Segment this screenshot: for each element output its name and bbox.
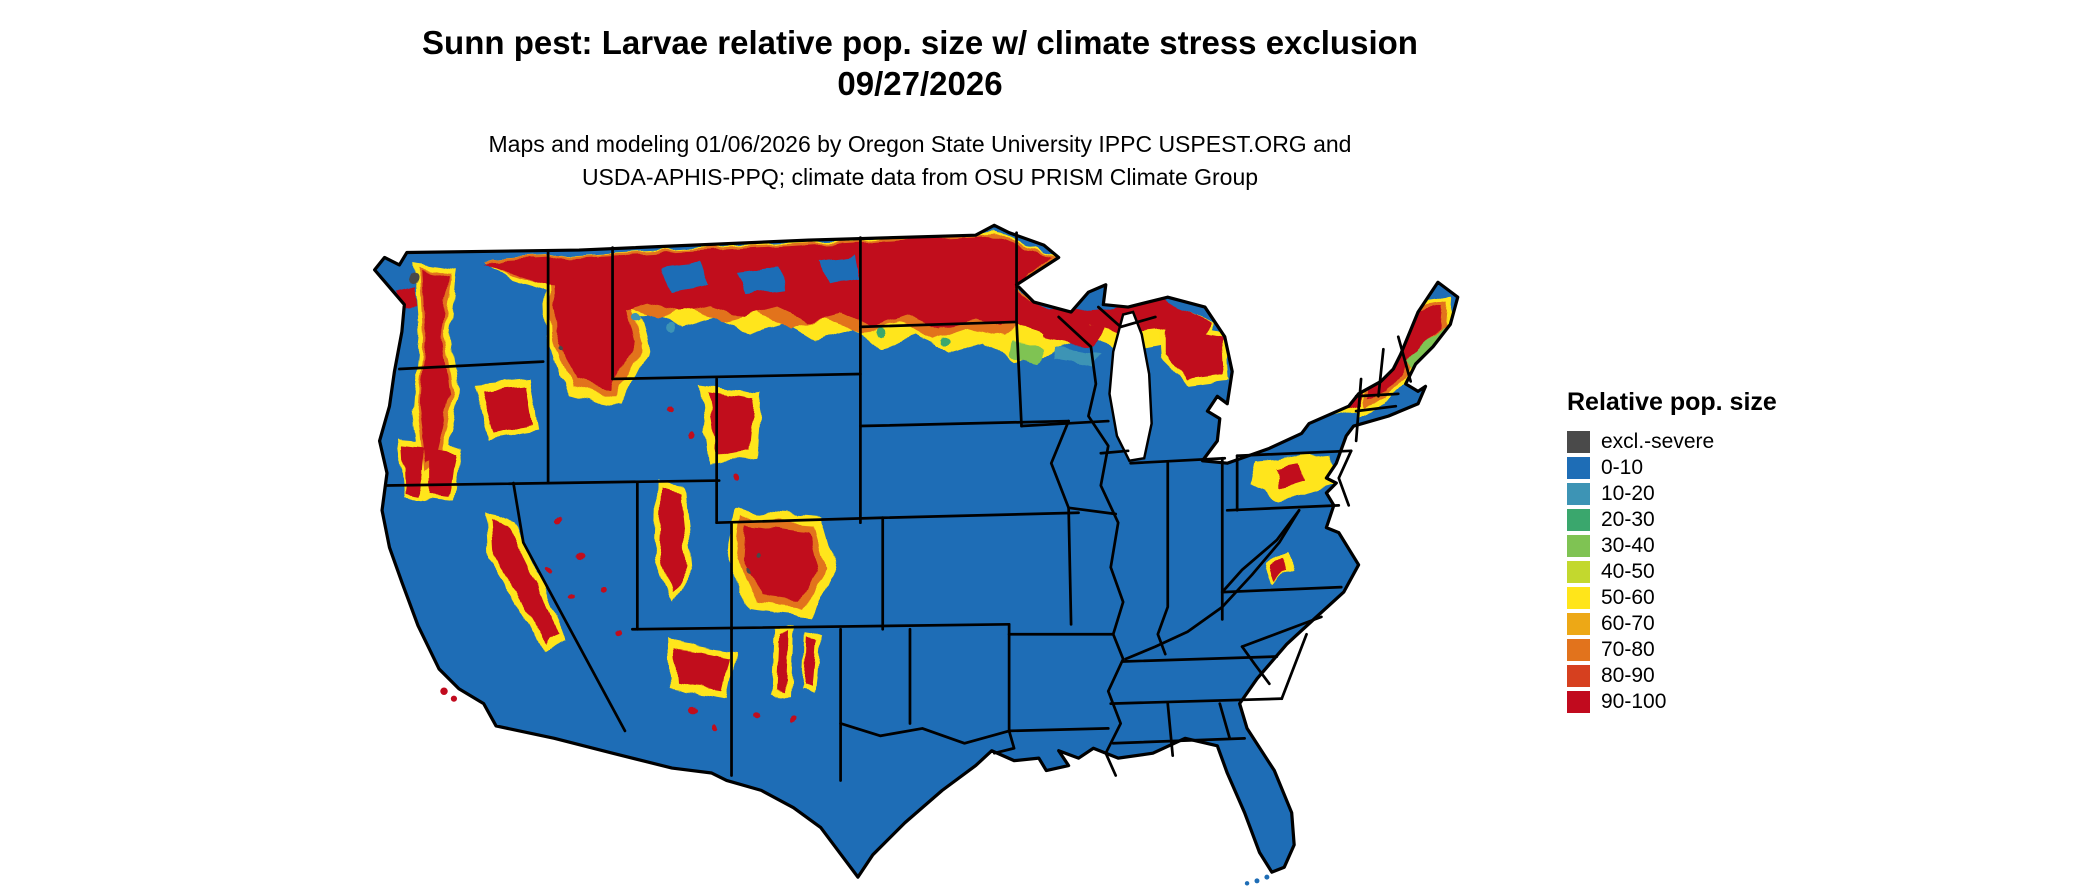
overlay-blue-gaps bbox=[662, 257, 861, 295]
legend-swatch-10-20 bbox=[1567, 483, 1590, 505]
overlay-90-100 bbox=[396, 235, 1443, 732]
legend-item: excl.-severe bbox=[1567, 429, 1827, 455]
legend-item: 80-90 bbox=[1567, 663, 1827, 689]
legend-item: 90-100 bbox=[1567, 689, 1827, 715]
offshore-specks bbox=[440, 687, 1270, 886]
legend-item-label: 70-80 bbox=[1601, 638, 1655, 661]
subtitle-line-1: Maps and modeling 01/06/2026 by Oregon S… bbox=[488, 131, 1352, 157]
overlay-excl-severe bbox=[409, 272, 762, 573]
legend-item: 40-50 bbox=[1567, 559, 1827, 585]
lake-michigan bbox=[1108, 310, 1153, 463]
legend-item: 10-20 bbox=[1567, 481, 1827, 507]
state-borders bbox=[385, 231, 1413, 782]
legend-title: Relative pop. size bbox=[1567, 388, 1777, 416]
legend-item: 70-80 bbox=[1567, 637, 1827, 663]
legend-swatch-80-90 bbox=[1567, 665, 1590, 687]
legend-item-label: 60-70 bbox=[1601, 612, 1655, 635]
subtitle-line-2: USDA-APHIS-PPQ; climate data from OSU PR… bbox=[581, 164, 1259, 190]
legend: Relative pop. size excl.-severe 0-10 10-… bbox=[1567, 388, 1827, 715]
map-title: Sunn pest: Larvae relative pop. size w/ … bbox=[422, 24, 1418, 61]
legend-swatch-60-70 bbox=[1567, 613, 1590, 635]
legend-item: 0-10 bbox=[1567, 455, 1827, 481]
legend-item-label: 90-100 bbox=[1601, 690, 1667, 713]
legend-swatch-excl-severe bbox=[1567, 431, 1590, 453]
map-subtitle: Maps and modeling 01/06/2026 by Oregon S… bbox=[0, 128, 1840, 194]
us-choropleth-svg bbox=[372, 223, 1460, 886]
legend-item-label: 10-20 bbox=[1601, 482, 1655, 505]
legend-item-label: 30-40 bbox=[1601, 534, 1655, 557]
legend-item-label: 40-50 bbox=[1601, 560, 1655, 583]
legend-swatch-20-30 bbox=[1567, 509, 1590, 531]
legend-swatch-70-80 bbox=[1567, 639, 1590, 661]
map-title-date: 09/27/2026 bbox=[837, 65, 1003, 102]
legend-swatch-30-40 bbox=[1567, 535, 1590, 557]
legend-swatch-90-100 bbox=[1567, 691, 1590, 713]
us-map bbox=[300, 198, 1515, 892]
legend-item-label: 80-90 bbox=[1601, 664, 1655, 687]
legend-item: 60-70 bbox=[1567, 611, 1827, 637]
great-lakes bbox=[1108, 310, 1153, 463]
legend-item: 20-30 bbox=[1567, 507, 1827, 533]
legend-item-label: 50-60 bbox=[1601, 586, 1655, 609]
legend-item: 50-60 bbox=[1567, 585, 1827, 611]
legend-item-label: excl.-severe bbox=[1601, 430, 1715, 453]
legend-item-label: 0-10 bbox=[1601, 456, 1644, 479]
legend-swatch-40-50 bbox=[1567, 561, 1590, 583]
legend-item-label: 20-30 bbox=[1601, 508, 1655, 531]
legend-swatch-0-10 bbox=[1567, 457, 1590, 479]
legend-item: 30-40 bbox=[1567, 533, 1827, 559]
header: Sunn pest: Larvae relative pop. size w/ … bbox=[0, 22, 1840, 194]
legend-swatch-50-60 bbox=[1567, 587, 1590, 609]
